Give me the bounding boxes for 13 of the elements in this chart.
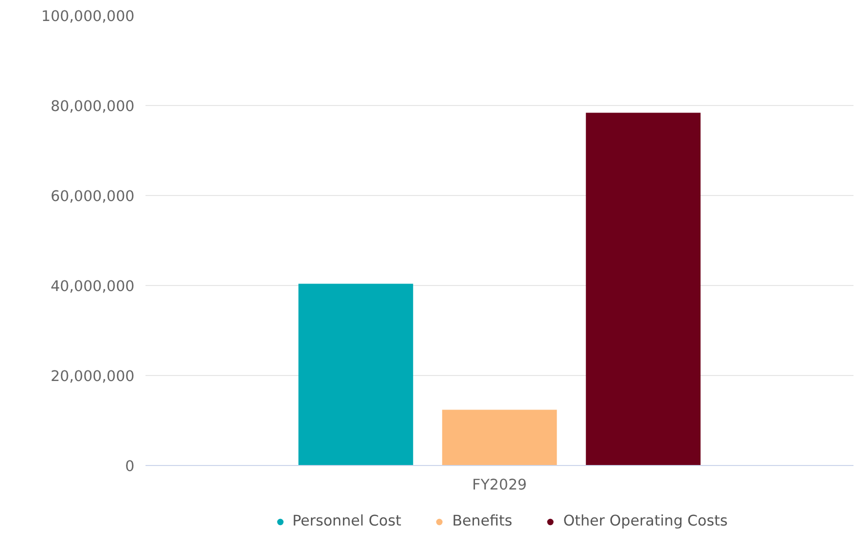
y-tick-label: 0: [125, 458, 135, 475]
y-tick-label: 60,000,000: [50, 188, 135, 205]
legend-label: Benefits: [452, 512, 512, 530]
x-tick-label: FY2029: [472, 476, 527, 494]
y-tick-label: 20,000,000: [50, 368, 135, 385]
legend-label: Other Operating Costs: [563, 512, 728, 530]
bar: [298, 284, 414, 466]
y-tick-label: 80,000,000: [50, 98, 135, 115]
legend-label: Personnel Cost: [292, 512, 402, 530]
y-tick-label: 40,000,000: [50, 278, 135, 295]
y-tick-label: 100,000,000: [41, 8, 135, 25]
bar: [586, 112, 701, 466]
bar: [442, 410, 557, 466]
